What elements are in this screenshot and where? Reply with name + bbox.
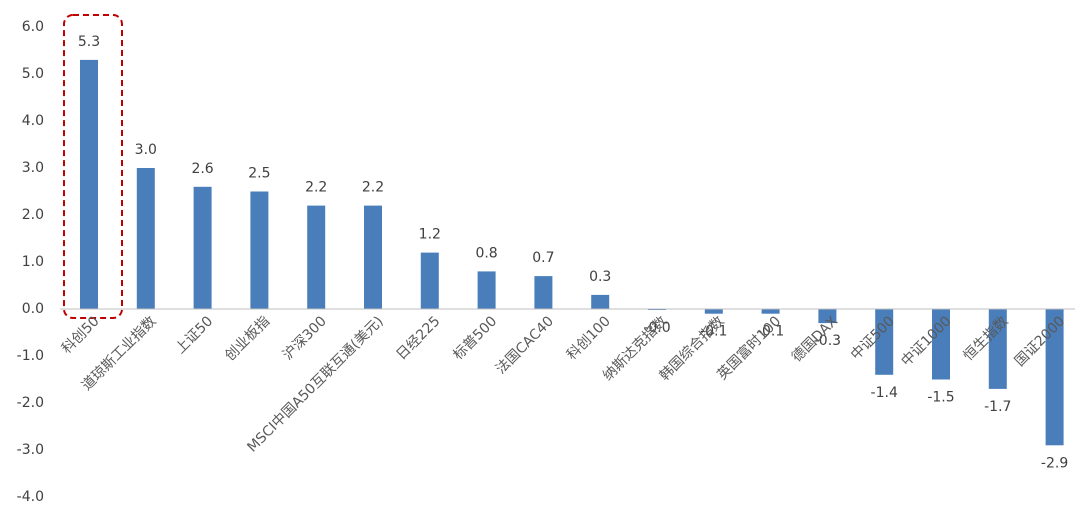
- value-label: -0.1: [757, 324, 784, 340]
- x-tick-label: 日经225: [393, 313, 443, 363]
- bar: [932, 309, 950, 380]
- value-label: -0.0: [643, 320, 670, 336]
- y-tick-label: -3.0: [17, 442, 44, 458]
- highlight-box: [63, 14, 123, 319]
- x-tick-label: 法国CAC40: [493, 313, 557, 377]
- x-tick-label: 科创50: [59, 313, 103, 357]
- value-label: 0.3: [589, 269, 611, 285]
- bar: [818, 309, 837, 324]
- bar: [136, 168, 155, 309]
- value-label: 2.5: [248, 166, 270, 182]
- bar: [875, 309, 894, 375]
- y-tick-label: 6.0: [22, 19, 44, 35]
- bar: [534, 276, 553, 309]
- bar: [591, 294, 610, 309]
- y-tick-label: 3.0: [22, 160, 44, 176]
- x-tick-label: 科创100: [564, 313, 614, 363]
- bar: [307, 205, 326, 309]
- bar: [1045, 309, 1064, 446]
- value-label: 5.3: [78, 34, 100, 50]
- value-label: -0.3: [814, 333, 841, 349]
- y-tick-label: -2.0: [17, 395, 44, 411]
- value-label: -2.9: [1041, 455, 1068, 471]
- value-label: 1.2: [419, 227, 441, 243]
- y-tick-label: 4.0: [22, 113, 44, 129]
- y-tick-label: 1.0: [22, 254, 44, 270]
- value-label: -1.5: [927, 390, 954, 406]
- bar: [80, 59, 98, 310]
- bar: [704, 309, 723, 314]
- bar: [420, 252, 439, 309]
- value-label: 0.8: [475, 245, 497, 261]
- value-label: -1.4: [871, 385, 898, 401]
- value-label: 2.2: [362, 180, 384, 196]
- y-tick-label: -1.0: [17, 348, 44, 364]
- value-label: 0.7: [532, 250, 554, 266]
- value-label: -1.7: [984, 399, 1011, 415]
- bar: [761, 309, 780, 314]
- bar: [193, 186, 212, 309]
- x-tick-label: 沪深300: [280, 313, 330, 363]
- bar: [988, 309, 1007, 389]
- y-tick-label: -4.0: [17, 489, 44, 505]
- x-tick-label: 上证50: [173, 313, 217, 357]
- value-label: 3.0: [135, 142, 157, 158]
- x-tick-label: 创业板指: [222, 313, 273, 364]
- bar: [250, 191, 269, 309]
- x-tick-label: 标普500: [450, 313, 500, 363]
- y-tick-label: 0.0: [22, 301, 44, 317]
- bar: [477, 271, 496, 309]
- value-label: -0.1: [700, 324, 727, 340]
- y-tick-label: 5.0: [22, 66, 44, 82]
- y-tick-label: 2.0: [22, 207, 44, 223]
- bar: [364, 205, 382, 309]
- value-label: 2.6: [191, 161, 213, 177]
- value-label: 2.2: [305, 180, 327, 196]
